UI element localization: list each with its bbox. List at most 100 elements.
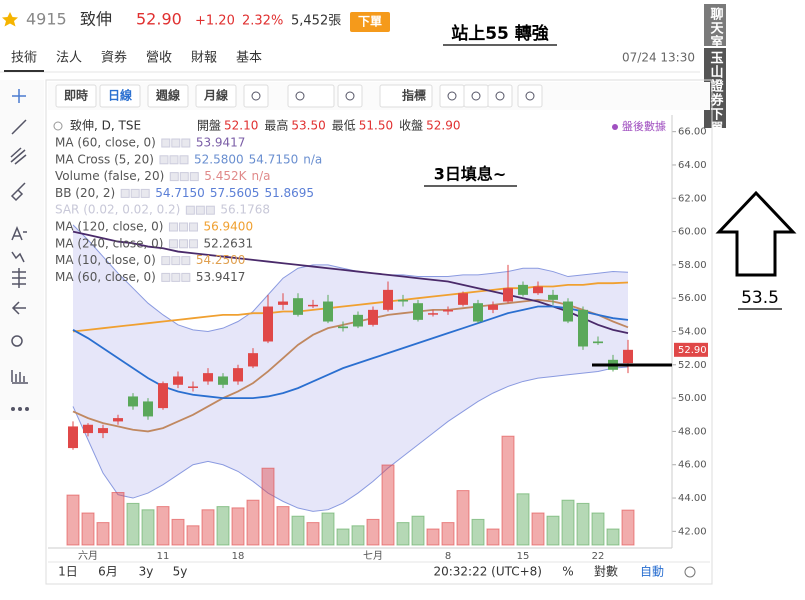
fullscreen-icon[interactable]: [495, 91, 505, 101]
bars-tool[interactable]: [11, 370, 28, 384]
legend-toggle[interactable]: [161, 138, 171, 148]
bottom-bar: 1日 6月 3y 5y 20:32:22 (UTC+8)% 對數 自動: [58, 565, 696, 579]
range-button[interactable]: 1日: [58, 565, 78, 579]
legend-toggle[interactable]: [178, 239, 188, 249]
volume-bar: [186, 525, 200, 546]
volume-bar: [471, 518, 485, 546]
tab[interactable]: 技術: [11, 51, 37, 66]
fullscreen-button[interactable]: [487, 84, 513, 108]
legend-toggle[interactable]: [195, 205, 205, 215]
line-tool[interactable]: [11, 119, 27, 135]
tab[interactable]: 財報: [191, 51, 217, 66]
chart-settings[interactable]: [684, 566, 696, 578]
legend-toggle[interactable]: [171, 138, 181, 148]
toolbar-button[interactable]: [99, 84, 141, 108]
volume-bar: [441, 522, 455, 546]
legend-toggle[interactable]: [161, 272, 171, 282]
tab[interactable]: 法人: [56, 51, 82, 66]
chat-tab-label[interactable]: 聊天室: [708, 6, 724, 49]
measure-tool[interactable]: [12, 268, 26, 288]
ohlc-value: 53.50: [291, 119, 325, 133]
candle-body: [398, 299, 408, 302]
legend-toggle[interactable]: [185, 205, 195, 215]
toolbar-button[interactable]: [379, 84, 433, 108]
undo-icon[interactable]: [447, 91, 457, 101]
undo-button[interactable]: [439, 84, 465, 108]
legend-toggle[interactable]: [179, 172, 189, 182]
toolbar-button-label[interactable]: 週線: [155, 88, 180, 103]
y-tick-label: 56.00: [678, 293, 707, 304]
candle-type-button[interactable]: [287, 84, 335, 108]
legend-toggle[interactable]: [205, 205, 215, 215]
chat-tab[interactable]: [704, 4, 726, 46]
legend-toggle[interactable]: [171, 272, 181, 282]
legend-toggle[interactable]: [161, 256, 171, 266]
option-button[interactable]: 自動: [640, 565, 664, 579]
toolbar-button-label[interactable]: 指標: [402, 88, 426, 103]
remove-tool[interactable]: [11, 301, 26, 315]
legend-value: 51.8695: [264, 186, 314, 200]
tab[interactable]: 營收: [146, 51, 172, 66]
toolbar-button[interactable]: [55, 84, 97, 108]
scale-icon[interactable]: [251, 91, 261, 101]
toolbar-button[interactable]: [195, 84, 237, 108]
volume-bar: [156, 506, 170, 546]
tab[interactable]: 資券: [101, 50, 127, 66]
legend-toggle[interactable]: [168, 222, 178, 232]
volume-bar: [276, 506, 290, 546]
star-icon[interactable]: [2, 12, 18, 27]
settings-icon[interactable]: [345, 91, 355, 101]
settings-button[interactable]: [337, 84, 363, 108]
text-tool[interactable]: [11, 226, 27, 241]
range-button[interactable]: 5y: [173, 565, 188, 579]
candle-type-icon[interactable]: [295, 91, 305, 101]
legend-toggle[interactable]: [120, 188, 130, 198]
volume-bar: [456, 490, 470, 546]
legend-toggle[interactable]: [181, 138, 191, 148]
ohlc-value: 52.90: [426, 119, 460, 133]
order-button-label[interactable]: 下單: [358, 15, 382, 29]
legend-toggle[interactable]: [169, 172, 179, 182]
legend-toggle[interactable]: [179, 155, 189, 165]
redo-icon[interactable]: [471, 91, 481, 101]
brush-tool[interactable]: [10, 182, 26, 202]
legend-toggle[interactable]: [169, 155, 179, 165]
volume-bar: [486, 528, 500, 546]
crosshair-tool[interactable]: [12, 89, 26, 103]
candle-body: [488, 304, 498, 310]
fib-tool[interactable]: [10, 147, 27, 165]
more-tools[interactable]: [11, 407, 29, 411]
tab[interactable]: 基本: [236, 51, 262, 66]
zoom-tool[interactable]: [11, 335, 23, 347]
order-button[interactable]: [350, 12, 390, 32]
legend-toggle[interactable]: [168, 239, 178, 249]
toolbar-button-label[interactable]: 即時: [64, 88, 88, 103]
legend-toggle[interactable]: [159, 155, 169, 165]
snapshot-icon[interactable]: [525, 91, 535, 101]
range-button[interactable]: 3y: [139, 565, 154, 579]
legend-toggle[interactable]: [171, 256, 181, 266]
candle-body: [428, 313, 438, 315]
range-button[interactable]: 6月: [98, 565, 118, 579]
candle-body: [233, 368, 243, 382]
pattern-tool[interactable]: [11, 251, 25, 263]
legend-toggle[interactable]: [178, 222, 188, 232]
legend-toggle[interactable]: [189, 172, 199, 182]
toolbar-button-label[interactable]: 月線: [203, 88, 228, 103]
legend-toggle[interactable]: [188, 222, 198, 232]
post-market[interactable]: 盤後數據: [622, 119, 666, 133]
snapshot-button[interactable]: [517, 84, 543, 108]
legend-toggle[interactable]: [140, 188, 150, 198]
candle-body: [578, 309, 588, 347]
toolbar-button-label[interactable]: 日線: [108, 88, 132, 103]
option-button[interactable]: 對數: [594, 565, 618, 579]
redo-button[interactable]: [463, 84, 489, 108]
scale-button[interactable]: [243, 84, 269, 108]
legend-toggle[interactable]: [181, 272, 191, 282]
tab-bar: 技術 法人 資券 營收 財報 基本: [11, 50, 262, 66]
option-button[interactable]: %: [562, 565, 573, 579]
toolbar-button[interactable]: [147, 84, 189, 108]
legend-toggle[interactable]: [130, 188, 140, 198]
legend-toggle[interactable]: [181, 256, 191, 266]
legend-toggle[interactable]: [188, 239, 198, 249]
